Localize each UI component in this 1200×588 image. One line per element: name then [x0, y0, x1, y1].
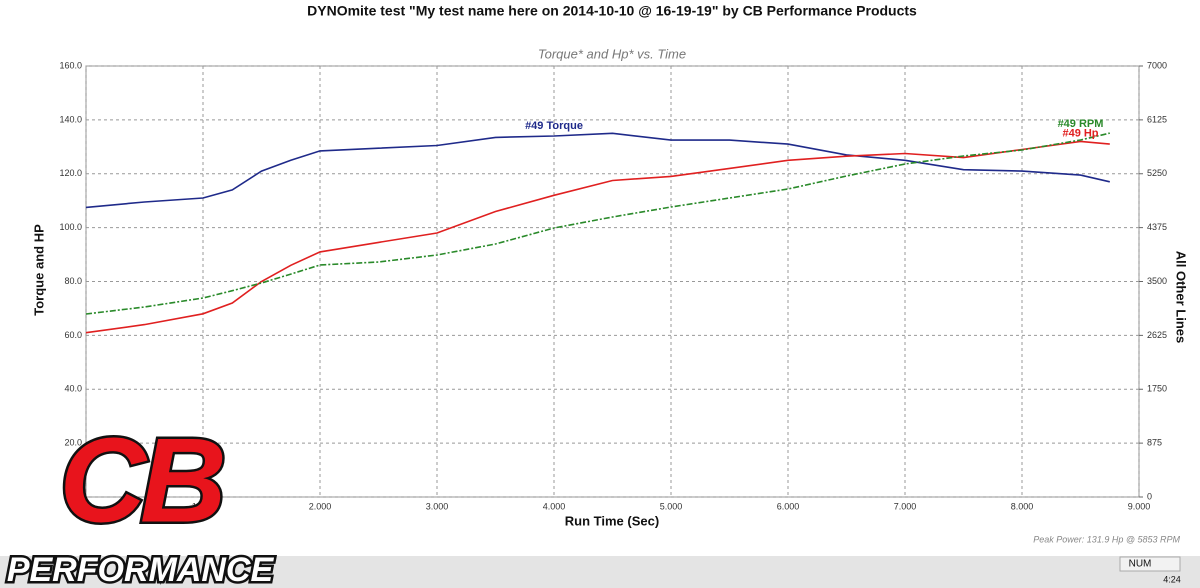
x-tick-label: 7.000: [894, 501, 917, 511]
series-line: [85, 132, 1110, 315]
y2-tick-label: 2625: [1147, 330, 1167, 340]
annotation: Peak Power: 131.9 Hp @ 5853 RPM: [1033, 534, 1180, 544]
y2-tick-label: 7000: [1147, 60, 1167, 70]
series-label: #49 Torque: [525, 120, 583, 132]
y-tick-label: 160.0: [59, 60, 82, 70]
chart-subtitle: Torque* and Hp* vs. Time: [538, 46, 686, 61]
y-tick-label: 40.0: [64, 384, 82, 394]
x-tick-label: 8.000: [1011, 501, 1034, 511]
y-tick-label: 80.0: [64, 276, 82, 286]
x-axis-label: Run Time (Sec): [565, 513, 659, 528]
x-tick-label: 3.000: [426, 501, 449, 511]
y-tick-label: 100.0: [59, 222, 82, 232]
x-tick-label: 2.000: [309, 501, 332, 511]
y2-axis-label: All Other Lines: [1174, 251, 1189, 343]
plot-area: 0 1.000 2.000 3.000 4.000 5.000 6.000 7.000 8.00…: [59, 60, 1167, 511]
x-tick-label: 9.000: [1128, 501, 1151, 511]
series-line: [85, 132, 1110, 209]
y-tick-label: 120.0: [59, 168, 82, 178]
y-tick-label: 20.0: [64, 438, 82, 448]
x-tick-label: 0: [83, 501, 88, 511]
chart-title: DYNOmite test "My test name here on 2014…: [307, 3, 917, 19]
logo-sub: PERFORMANCE: [7, 551, 275, 588]
status-panel: [1119, 556, 1181, 572]
x-tick-label: 5.000: [660, 501, 683, 511]
y2-tick-label: 1750: [1147, 384, 1167, 394]
logo: CB PERFORMANCE: [4, 411, 277, 588]
y-tick-label: 0.0: [69, 491, 82, 501]
y-tick-label: 140.0: [59, 114, 82, 124]
y-axis-label: Torque and HP: [31, 224, 46, 316]
status-mode: NUM: [1129, 559, 1152, 570]
clock: 4:24: [1163, 574, 1181, 584]
y2-tick-label: 6125: [1147, 114, 1167, 124]
y2-tick-label: 5250: [1147, 168, 1167, 178]
series-label: #49 RPM: [1058, 118, 1104, 130]
series-line: [85, 140, 1110, 334]
y2-tick-label: 875: [1147, 438, 1162, 448]
x-tick-label: 6.000: [777, 501, 800, 511]
status-bar: [0, 556, 1200, 588]
logo-main: CB: [59, 414, 223, 548]
series-label: #49 Hp: [1062, 127, 1098, 139]
y2-tick-label: 4375: [1147, 222, 1167, 232]
x-tick-label: 4.000: [543, 501, 566, 511]
x-tick-label: 1.000: [192, 501, 215, 511]
y-tick-label: 60.0: [64, 330, 82, 340]
y2-tick-label: 0: [1147, 491, 1152, 501]
y2-tick-label: 3500: [1147, 276, 1167, 286]
